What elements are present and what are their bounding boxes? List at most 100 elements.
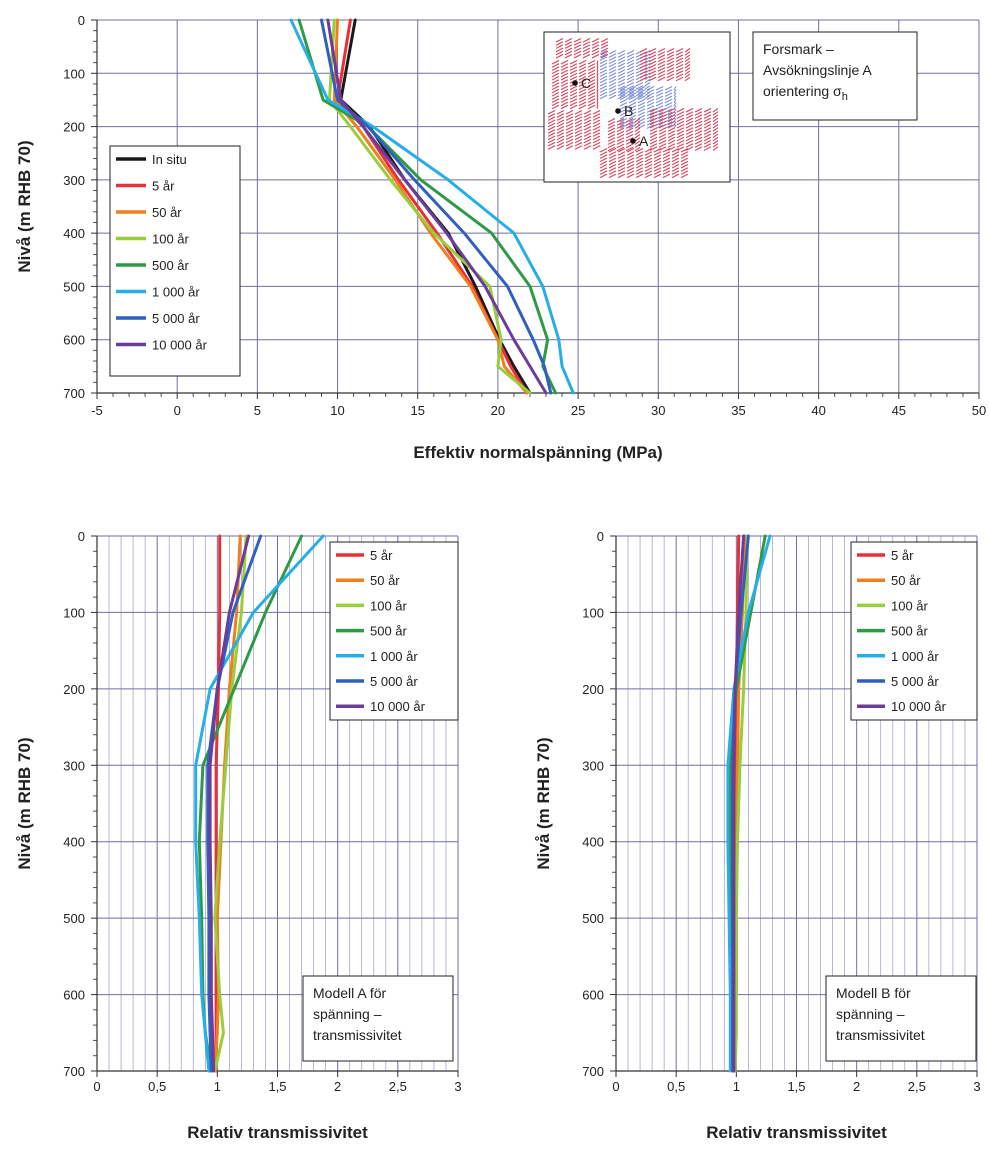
inset-hatch bbox=[607, 121, 616, 126]
inset-hatch bbox=[634, 124, 641, 129]
inset-hatch bbox=[578, 66, 587, 71]
inset-hatch bbox=[551, 88, 560, 94]
inset-hatch bbox=[671, 164, 680, 169]
inset-hatch bbox=[617, 148, 626, 153]
inset-hatch bbox=[649, 120, 658, 126]
inset-hatch bbox=[694, 114, 703, 119]
inset-hatch bbox=[574, 110, 583, 115]
inset-hatch bbox=[600, 38, 609, 43]
inset-hatch bbox=[565, 145, 574, 150]
series-line-7 bbox=[208, 534, 251, 1073]
inset-hatch bbox=[628, 105, 637, 110]
inset-hatch bbox=[635, 148, 644, 153]
inset-hatch bbox=[664, 121, 673, 126]
inset-hatch bbox=[564, 44, 573, 49]
inset-hatch bbox=[662, 173, 671, 179]
inset-hatch bbox=[626, 164, 635, 169]
inset-hatch bbox=[635, 160, 644, 166]
inset-hatch bbox=[587, 66, 596, 71]
inset-hatch bbox=[599, 154, 608, 159]
inset-hatch bbox=[616, 134, 625, 139]
inset-hatch bbox=[599, 82, 608, 87]
series-line-6 bbox=[206, 534, 263, 1073]
inset-hatch bbox=[599, 170, 608, 175]
inset-hatch bbox=[628, 121, 637, 126]
inset-hatch bbox=[658, 108, 667, 113]
inset-point-label: C bbox=[581, 75, 591, 91]
inset-hatch bbox=[617, 167, 626, 172]
inset-hatch bbox=[574, 142, 583, 147]
inset-hatch bbox=[573, 44, 582, 49]
legend: 5 år 50 år 100 år 500 år 1 000 år 5 000 år 10 … bbox=[850, 541, 978, 721]
inset-hatch bbox=[646, 121, 655, 126]
inset-hatch bbox=[599, 157, 608, 163]
inset-hatch bbox=[608, 157, 617, 163]
inset-hatch bbox=[617, 94, 626, 100]
inset-hatch bbox=[617, 151, 626, 156]
inset-hatch bbox=[644, 170, 653, 175]
inset-hatch bbox=[578, 85, 587, 91]
inset-hatch bbox=[657, 64, 666, 69]
inset-hatch bbox=[619, 124, 628, 129]
y-tick-label: 700 bbox=[63, 1064, 85, 1079]
inset-hatch bbox=[569, 104, 578, 110]
inset-hatch bbox=[676, 136, 685, 142]
inset-hatch bbox=[619, 121, 628, 126]
inset-hatch bbox=[667, 114, 676, 119]
inset-hatch bbox=[600, 54, 609, 59]
inset-hatch bbox=[685, 111, 694, 116]
inset-hatch bbox=[599, 69, 608, 74]
inset-hatch bbox=[600, 44, 609, 49]
inset-hatch bbox=[675, 70, 684, 75]
inset-hatch bbox=[617, 154, 626, 159]
inset-hatch bbox=[684, 54, 691, 59]
inset-hatch bbox=[635, 85, 644, 90]
inset-hatch bbox=[694, 136, 703, 142]
inset-hatch bbox=[569, 95, 578, 100]
inset-hatch bbox=[560, 95, 569, 100]
inset-hatch bbox=[616, 146, 625, 152]
x-tick-label: 1,5 bbox=[787, 1079, 805, 1094]
inset-hatch bbox=[560, 69, 569, 75]
legend-label: In situ bbox=[152, 152, 187, 167]
inset-hatch bbox=[639, 64, 648, 69]
inset-hatch bbox=[646, 124, 655, 129]
inset-hatch bbox=[649, 136, 658, 142]
inset-hatch bbox=[667, 111, 676, 116]
y-tick-label: 0 bbox=[78, 529, 85, 544]
inset-hatch bbox=[626, 53, 635, 58]
inset-hatch bbox=[591, 47, 600, 53]
inset-hatch bbox=[626, 170, 635, 175]
inset-hatch bbox=[592, 116, 601, 121]
inset-hatch bbox=[694, 124, 703, 129]
inset-hatch bbox=[578, 76, 587, 81]
inset-hatch bbox=[617, 56, 626, 61]
annotation-line: spänning – bbox=[836, 1006, 905, 1022]
inset-hatch bbox=[608, 94, 617, 100]
inset-hatch bbox=[565, 119, 574, 125]
inset-hatch bbox=[675, 60, 684, 66]
inset-hatch bbox=[666, 73, 675, 79]
inset-hatch bbox=[583, 138, 592, 144]
inset-hatch bbox=[625, 127, 634, 133]
inset-hatch bbox=[628, 89, 637, 94]
inset-hatch bbox=[628, 98, 637, 104]
inset-hatch bbox=[596, 85, 599, 90]
inset-hatch bbox=[644, 78, 651, 84]
inset-hatch bbox=[666, 76, 675, 82]
inset-hatch bbox=[635, 151, 644, 156]
inset-hatch bbox=[617, 157, 626, 163]
inset-hatch bbox=[600, 50, 609, 56]
inset-hatch bbox=[664, 124, 673, 129]
inset-hatch bbox=[676, 130, 685, 135]
inset-hatch bbox=[569, 88, 578, 94]
inset-hatch bbox=[578, 82, 587, 87]
inset-hatch bbox=[703, 146, 712, 151]
inset-hatch bbox=[560, 88, 569, 94]
inset-hatch bbox=[658, 117, 667, 123]
inset-hatch bbox=[608, 154, 617, 159]
inset-hatch bbox=[655, 92, 664, 97]
inset-hatch bbox=[565, 138, 574, 144]
inset-hatch bbox=[628, 92, 637, 97]
inset-hatch bbox=[694, 127, 703, 132]
